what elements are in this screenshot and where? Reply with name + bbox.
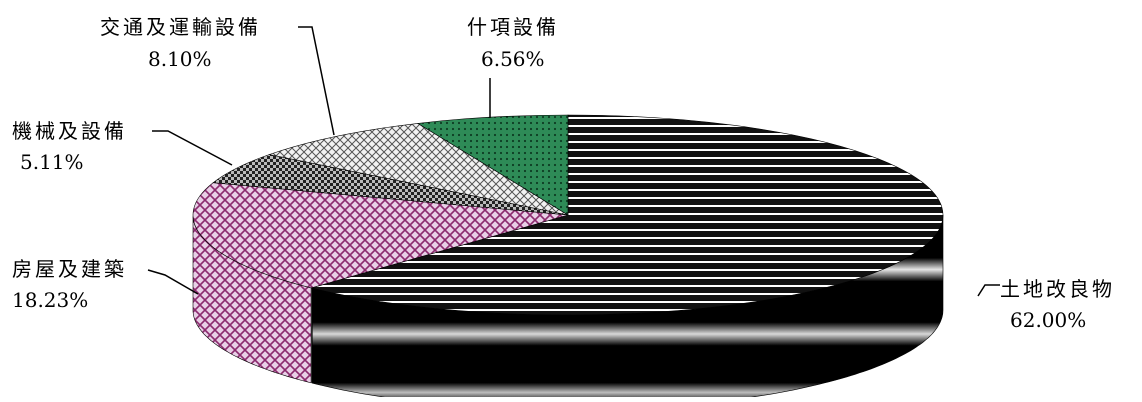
slice-label-3: 交通及運輸設備 xyxy=(100,15,261,39)
slice-value-label-0: 62.00% xyxy=(1010,308,1086,332)
pie-slice-4 xyxy=(416,114,569,216)
leader-line-3 xyxy=(298,26,335,136)
slice-label-1: 房屋及建築 xyxy=(12,257,127,281)
pie-slice-3 xyxy=(268,123,569,216)
slice-value-label-2: 5.11% xyxy=(20,150,84,174)
slice-value-label-1: 18.23% xyxy=(12,288,88,312)
leader-line-0 xyxy=(977,284,1000,297)
slice-label-0: 土地改良物 xyxy=(1000,277,1115,301)
leader-line-2 xyxy=(152,130,233,166)
slice-value-label-3: 8.10% xyxy=(148,47,212,71)
slice-label-2: 機械及設備 xyxy=(12,119,127,143)
pie-slice-0 xyxy=(310,114,944,316)
slice-value-label-4: 6.56% xyxy=(481,47,545,71)
pie-slice-1 xyxy=(192,182,569,289)
leader-line-1 xyxy=(147,269,199,295)
slice-label-4: 什項設備 xyxy=(467,15,559,39)
